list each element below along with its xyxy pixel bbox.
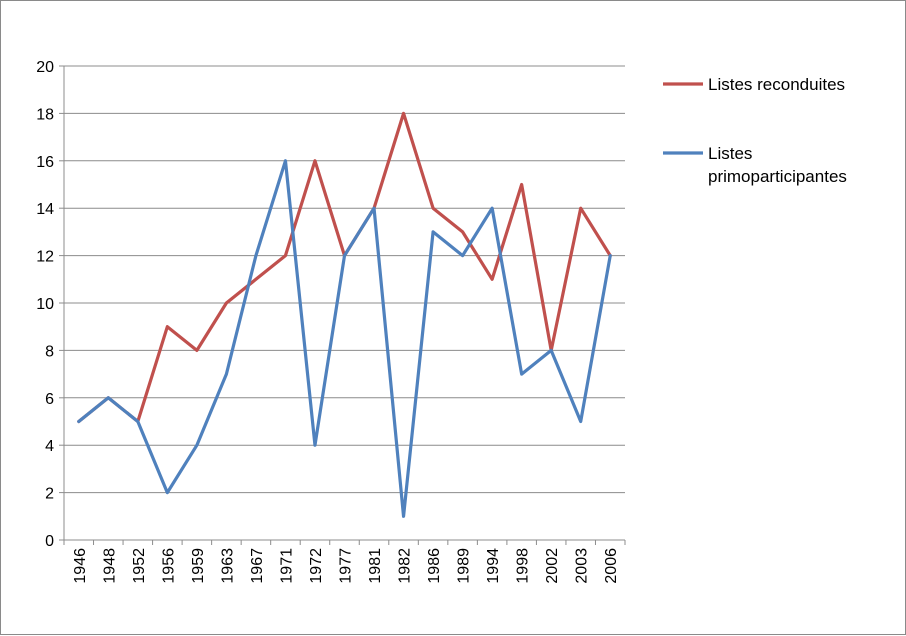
x-tick-label: 1967 bbox=[249, 548, 266, 584]
series-line-2 bbox=[77, 159, 612, 518]
x-tick-label: 1963 bbox=[219, 548, 236, 584]
series-line-1 bbox=[77, 111, 612, 424]
x-tick-label: 1948 bbox=[101, 548, 118, 584]
series-lines bbox=[77, 111, 612, 518]
x-tick-label: 1982 bbox=[397, 548, 414, 584]
x-tick-label: 1981 bbox=[367, 548, 384, 584]
y-tick-label: 20 bbox=[36, 59, 54, 76]
x-tick-label: 2003 bbox=[574, 548, 591, 584]
legend: Listes reconduites Listes primoparticipant… bbox=[663, 75, 847, 186]
y-tick-label: 4 bbox=[45, 438, 54, 455]
x-tick-label: 1971 bbox=[278, 548, 295, 584]
y-tick-label: 2 bbox=[45, 486, 54, 503]
legend-label: Listes bbox=[708, 144, 752, 163]
legend-label: Listes reconduites bbox=[708, 75, 845, 94]
y-axis-tick-labels: 0 2 4 6 8 10 12 14 16 18 20 bbox=[36, 59, 54, 550]
x-tick-label: 1956 bbox=[160, 548, 177, 584]
y-tick-label: 12 bbox=[36, 249, 54, 266]
gridlines bbox=[64, 65, 625, 494]
legend-label: primoparticipantes bbox=[708, 167, 847, 186]
x-tick-label: 2002 bbox=[544, 548, 561, 584]
x-tick-label: 2006 bbox=[603, 548, 620, 584]
x-tick-label: 1994 bbox=[485, 548, 502, 584]
x-tick-label: 1977 bbox=[338, 548, 355, 584]
x-tick-label: 1946 bbox=[72, 548, 89, 584]
x-tick-label: 1986 bbox=[426, 548, 443, 584]
x-tick-label: 1952 bbox=[131, 548, 148, 584]
y-tick-label: 18 bbox=[36, 106, 54, 123]
x-axis-tick-labels: 1946 1948 1952 1956 1959 1963 1967 1971 1972 1977… bbox=[72, 548, 620, 584]
x-tick-label: 1959 bbox=[190, 548, 207, 584]
y-tick-label: 6 bbox=[45, 391, 54, 408]
y-tick-label: 10 bbox=[36, 296, 54, 313]
y-tick-label: 0 bbox=[45, 533, 54, 550]
x-tick-label: 1972 bbox=[308, 548, 325, 584]
y-tick-label: 16 bbox=[36, 154, 54, 171]
y-tick-label: 14 bbox=[36, 201, 54, 218]
y-tick-label: 8 bbox=[45, 343, 54, 360]
x-tick-label: 1989 bbox=[456, 548, 473, 584]
axes bbox=[59, 65, 626, 545]
x-tick-label: 1998 bbox=[515, 548, 532, 584]
